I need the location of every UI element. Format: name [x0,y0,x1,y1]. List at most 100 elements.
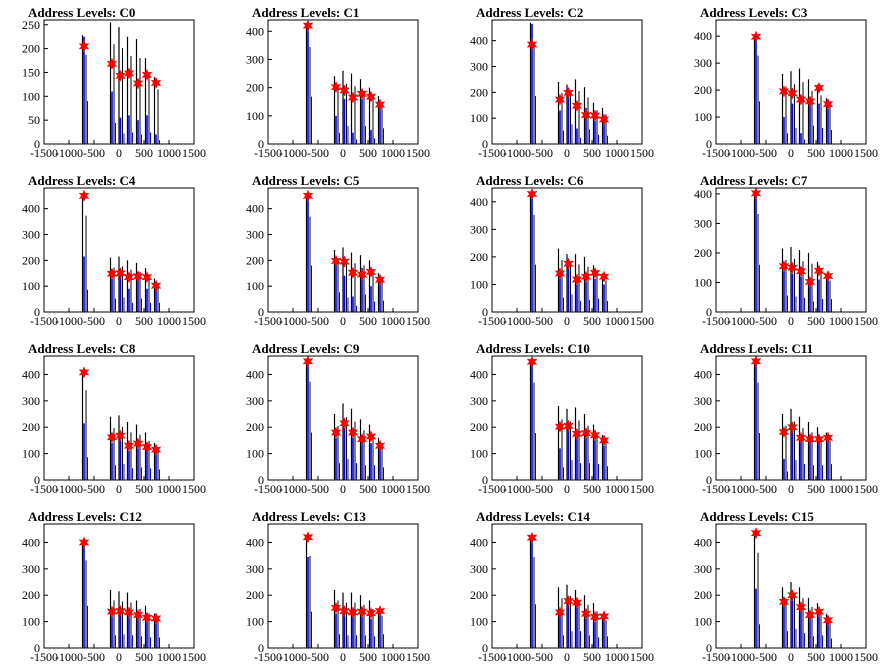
peak-marker [580,426,592,440]
x-tick-label: 1500 [406,650,430,664]
x-tick-label: 0 [564,146,570,160]
x-tick-label: 1000 [157,314,181,328]
x-tick-label: 1500 [630,650,654,664]
peak-marker [115,604,126,618]
x-tick-label: 500 [583,314,601,328]
peak-marker [123,439,135,452]
chart-svg: 0 100 200 300 400 -1500-1000 -500 0 500 1000 1500 [246,355,430,496]
x-tick-label: -1000 [55,146,83,160]
y-tick-label: 100 [694,447,712,461]
x-tick-label: 0 [564,482,570,496]
chart-panel: Address Levels: C8 0 100 200 300 400 -1500 -100… [0,336,224,504]
y-tick-label: 300 [22,562,40,576]
peak-marker [141,270,153,284]
y-tick-label: 50 [28,113,40,127]
x-tick-label: 0 [116,482,122,496]
y-tick-label: 300 [470,394,488,408]
x-tick-label: -1000 [279,650,307,664]
y-tick-label: 200 [694,83,712,97]
peak-marker [150,612,162,625]
x-tick-label: 1500 [630,146,654,160]
peak-marker [804,95,816,108]
peak-marker [374,439,386,452]
x-tick-label: 0 [340,314,346,328]
peak-marker [589,428,601,442]
x-tick-label: -1000 [55,314,83,328]
x-tick-label: -500 [531,146,553,160]
y-tick-label: 100 [246,615,264,629]
peak-marker [123,270,135,284]
y-tick-label: 100 [246,447,264,461]
y-tick-label: 200 [22,588,40,602]
peak-marker [106,57,118,71]
peak-marker [302,531,314,544]
peak-marker [563,257,574,270]
x-tick-label: 0 [788,314,794,328]
chart-panel: Address Levels: C7 0 100 200 300 400 -1500 -100… [672,168,896,336]
y-tick-label: 100 [246,109,264,123]
x-tick-label: -1000 [279,314,307,328]
peak-marker [813,264,825,277]
y-tick-label: 200 [694,588,712,602]
peak-marker [302,355,314,368]
x-tick-label: 1000 [605,482,629,496]
peak-marker [822,614,834,627]
x-tick-label: -1500 [702,314,730,328]
chart-panel: Address Levels: C3 0 100 200 300 400 -1500 -100… [672,0,896,168]
y-tick-label: 250 [22,18,40,32]
x-tick-label: 500 [583,146,601,160]
peak-marker [374,604,386,618]
x-tick-label: 1500 [854,146,878,160]
chart-panel: Address Levels: C1 0 100 200 300 400 -1500 -100… [224,0,448,168]
x-tick-label: -1000 [279,482,307,496]
peak-marker [571,99,583,112]
chart-svg: 0 100 200 300 400 -1500-1000 -500 0 500 1000 1500 [694,523,878,664]
chart-svg: 0 100 200 300 400 -1500-1000 -500 0 500 1000 1500 [694,19,878,160]
x-tick-label: -1000 [503,650,531,664]
peak-marker [787,421,798,434]
peak-marker [115,267,126,280]
x-tick-label: 1000 [157,482,181,496]
y-tick-label: 100 [22,615,40,629]
peak-marker [804,432,816,446]
chart-title: Address Levels: C4 [28,173,136,188]
peak-marker [330,601,342,615]
y-tick-label: 0 [482,641,488,655]
peak-marker [526,38,538,51]
y-tick-label: 0 [34,473,40,487]
y-tick-label: 100 [694,110,712,124]
peak-marker [330,254,342,268]
peak-marker [141,611,153,624]
x-tick-label: 1000 [381,314,405,328]
peak-marker [347,266,359,279]
x-tick-label: -500 [531,650,553,664]
y-tick-label: 0 [706,473,712,487]
x-tick-label: -1500 [702,482,730,496]
peak-marker [302,189,314,202]
x-tick-label: 0 [788,650,794,664]
peak-marker [822,431,834,444]
peak-marker [580,270,592,283]
peak-marker [804,275,816,289]
chart-svg: 0 100 200 300 400 -1500-1000 -500 0 500 1000 1500 [246,187,430,328]
peak-marker [123,606,135,619]
peak-marker [347,606,359,619]
y-tick-label: 200 [694,420,712,434]
x-tick-label: -500 [755,650,777,664]
peak-marker [598,270,610,283]
peak-marker [750,527,762,540]
chart-panel: Address Levels: C9 0 100 200 300 400 -1500 -100… [224,336,448,504]
x-tick-label: -500 [83,146,105,160]
x-tick-label: -500 [307,650,329,664]
peak-marker [123,67,135,80]
y-tick-label: 100 [694,615,712,629]
y-tick-label: 0 [258,137,264,151]
peak-marker [778,595,790,609]
y-tick-label: 0 [34,137,40,151]
peak-marker [78,40,90,53]
y-tick-label: 300 [694,56,712,70]
peak-marker [365,430,377,443]
y-tick-label: 200 [470,85,488,99]
peak-marker [302,19,314,32]
x-tick-label: -1500 [254,314,282,328]
